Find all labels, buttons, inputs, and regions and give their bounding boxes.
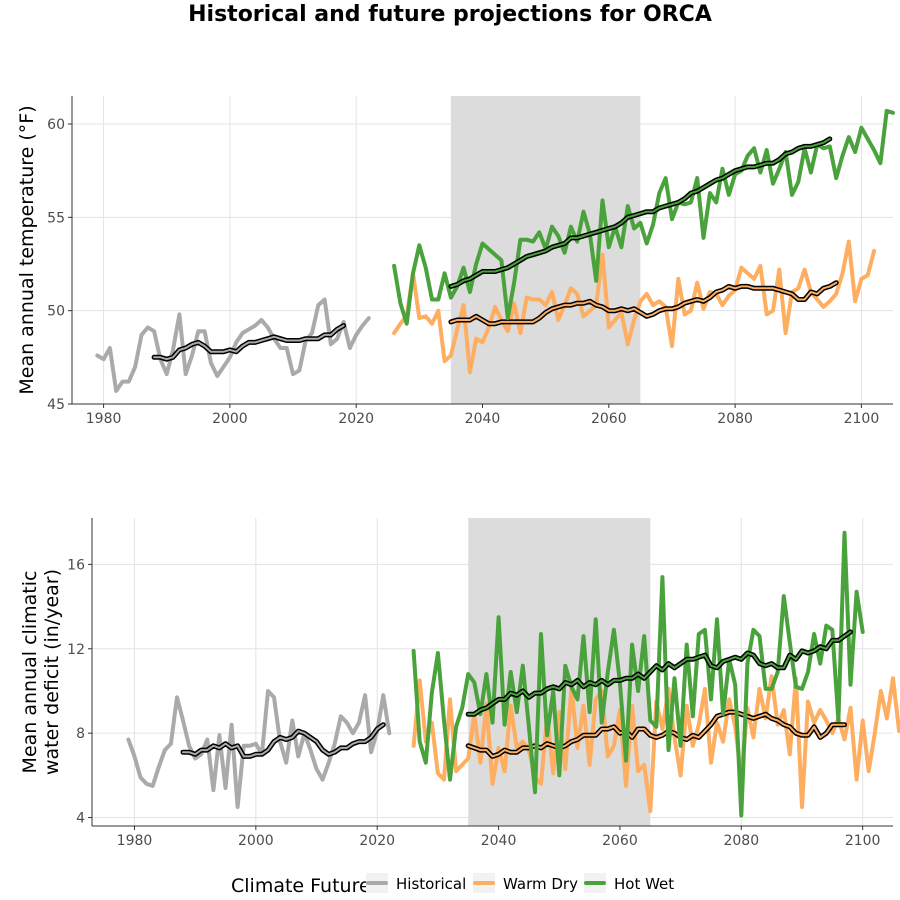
y-axis-title-line: Mean annual climatic [19,571,41,774]
y-tick-label: 60 [47,117,65,133]
warm-dry-10-yr-average-line [449,281,838,325]
x-tick-label: 1980 [86,411,122,427]
x-tick-label: 2060 [602,833,638,849]
warm-dry-line [392,239,877,375]
x-tick-label: 2100 [844,411,880,427]
y-tick-label: 50 [47,304,65,320]
y-tick-label: 4 [76,811,85,827]
hot-wet-line [392,108,895,326]
x-tick-label: 1980 [117,833,153,849]
y-axis-title-line: water deficit (in/year) [41,569,63,775]
x-tick-label: 2040 [481,833,517,849]
historical-legend-label: Historical [396,875,466,893]
hot-wet-line [411,530,865,818]
historical-line [126,689,392,809]
x-tick-label: 2020 [359,833,395,849]
y-axis-title: Mean annual temperature (°F) [16,105,38,394]
historical-10-yr-average-line [153,324,345,361]
x-tick-label: 2100 [845,833,881,849]
y-tick-label: 8 [76,726,85,742]
y-axis-title: Mean annual climaticwater deficit (in/ye… [19,569,63,775]
x-tick-label: 2080 [723,833,759,849]
y-tick-label: 12 [67,642,85,658]
figure-title: Historical and future projections for OR… [188,2,712,27]
x-tick-label: 2040 [465,411,501,427]
hot-wet-legend-label: Hot Wet [614,875,674,893]
x-tick-label: 2080 [717,411,753,427]
hot-wet-10-yr-average-line [449,137,831,288]
x-tick-label: 2000 [238,833,274,849]
x-tick-label: 2060 [591,411,627,427]
historical-10-yr-average-line [182,723,385,758]
y-tick-label: 55 [47,210,65,226]
x-tick-label: 2020 [338,411,374,427]
y-tick-label: 16 [67,557,85,573]
warm-dry-legend-label: Warm Dry [503,875,578,893]
legend-title: Climate Future [231,875,371,897]
y-tick-label: 45 [47,397,65,413]
legend: Climate Future Historical Warm Dry Hot Wet [231,873,674,897]
x-tick-label: 2000 [212,411,248,427]
hot-wet-10-yr-average-line [467,630,852,716]
temperature-panel: 1980 2000 2020 2040 2060 2080 2100 45 50 55 60 Mean… [16,96,895,427]
historical-line [95,297,371,393]
